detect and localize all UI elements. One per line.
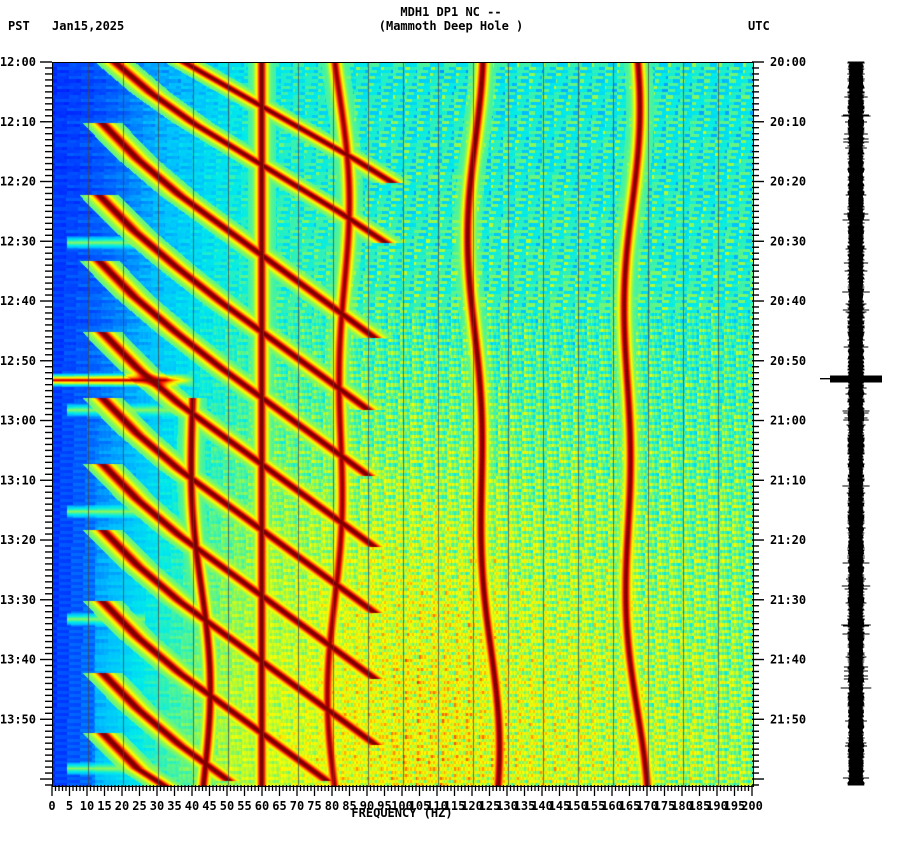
svg-text:13:10: 13:10: [0, 473, 36, 487]
svg-text:20:00: 20:00: [770, 55, 806, 69]
svg-text:75: 75: [307, 799, 321, 813]
svg-text:145: 145: [549, 799, 571, 813]
svg-text:45: 45: [202, 799, 216, 813]
svg-text:20:10: 20:10: [770, 115, 806, 129]
svg-text:140: 140: [531, 799, 553, 813]
svg-text:21:30: 21:30: [770, 593, 806, 607]
svg-text:120: 120: [461, 799, 483, 813]
svg-text:25: 25: [132, 799, 146, 813]
svg-text:21:10: 21:10: [770, 473, 806, 487]
svg-text:170: 170: [636, 799, 658, 813]
svg-text:12:40: 12:40: [0, 294, 36, 308]
spectrogram-plot: [52, 62, 754, 787]
svg-text:100: 100: [391, 799, 413, 813]
svg-text:195: 195: [724, 799, 746, 813]
svg-text:130: 130: [496, 799, 518, 813]
date-label: Jan15,2025: [52, 19, 125, 33]
svg-text:165: 165: [619, 799, 641, 813]
svg-text:20:20: 20:20: [770, 175, 806, 189]
svg-text:80: 80: [325, 799, 339, 813]
svg-text:200: 200: [741, 799, 763, 813]
svg-text:150: 150: [566, 799, 588, 813]
spectrogram-canvas: [53, 63, 753, 786]
svg-text:21:50: 21:50: [770, 712, 806, 726]
svg-text:35: 35: [167, 799, 181, 813]
frequency-axis: 0 5 10 15 20 25 30 35 40 45 50 55 60 65 70 75 80 85 90 95 10…: [48, 785, 763, 813]
svg-text:90: 90: [360, 799, 374, 813]
svg-text:160: 160: [601, 799, 623, 813]
svg-text:65: 65: [272, 799, 286, 813]
svg-text:20:50: 20:50: [770, 354, 806, 368]
svg-text:85: 85: [342, 799, 356, 813]
svg-text:115: 115: [444, 799, 466, 813]
time-axis-pst: 12:00 12:10 12:20 12:30 12:40 12:50 13:00 13:10…: [0, 55, 52, 786]
svg-text:10: 10: [80, 799, 94, 813]
seismogram-panel: [810, 55, 902, 795]
svg-text:20:30: 20:30: [770, 234, 806, 248]
svg-text:13:50: 13:50: [0, 712, 36, 726]
svg-text:13:30: 13:30: [0, 593, 36, 607]
svg-text:12:20: 12:20: [0, 175, 36, 189]
svg-text:13:00: 13:00: [0, 414, 36, 428]
svg-text:95: 95: [377, 799, 391, 813]
svg-text:55: 55: [237, 799, 251, 813]
station-subtitle: (Mammoth Deep Hole ): [378, 19, 524, 33]
corner-mark: [4, 848, 9, 858]
svg-text:60: 60: [255, 799, 269, 813]
svg-text:20:40: 20:40: [770, 294, 806, 308]
svg-text:155: 155: [584, 799, 606, 813]
seismogram-trace: [820, 61, 882, 786]
svg-text:13:20: 13:20: [0, 533, 36, 547]
svg-text:20: 20: [115, 799, 129, 813]
svg-text:12:10: 12:10: [0, 115, 36, 129]
svg-text:175: 175: [654, 799, 676, 813]
svg-text:135: 135: [514, 799, 536, 813]
frequency-axis-title: FREQUENCY (HZ): [351, 806, 453, 820]
svg-text:12:50: 12:50: [0, 354, 36, 368]
svg-text:30: 30: [150, 799, 164, 813]
svg-text:185: 185: [689, 799, 711, 813]
svg-text:21:20: 21:20: [770, 533, 806, 547]
svg-text:190: 190: [706, 799, 728, 813]
svg-text:12:00: 12:00: [0, 55, 36, 69]
station-title: MDH1 DP1 NC --: [400, 5, 502, 19]
svg-text:21:00: 21:00: [770, 414, 806, 428]
svg-text:70: 70: [290, 799, 304, 813]
svg-text:15: 15: [97, 799, 111, 813]
svg-text:21:40: 21:40: [770, 653, 806, 667]
svg-text:13:40: 13:40: [0, 653, 36, 667]
svg-text:125: 125: [479, 799, 501, 813]
svg-text:0: 0: [48, 799, 55, 813]
svg-text:180: 180: [671, 799, 693, 813]
svg-text:50: 50: [220, 799, 234, 813]
svg-text:5: 5: [66, 799, 73, 813]
timezone-label-right: UTC: [748, 19, 770, 33]
svg-text:12:30: 12:30: [0, 234, 36, 248]
time-axis-utc: 20:00 20:10 20:20 20:30 20:40 20:50 21:00 21:10…: [752, 55, 806, 786]
svg-text:110: 110: [426, 799, 448, 813]
timezone-label-left: PST: [8, 19, 30, 33]
svg-text:40: 40: [185, 799, 199, 813]
svg-text:105: 105: [409, 799, 431, 813]
